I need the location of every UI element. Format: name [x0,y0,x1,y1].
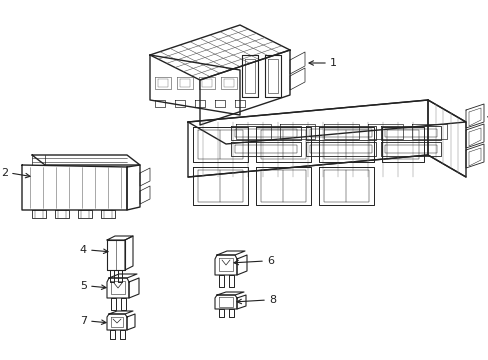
Text: 7: 7 [80,316,87,326]
Text: 4: 4 [80,245,87,255]
Text: 5: 5 [80,281,87,291]
Text: 6: 6 [266,256,273,266]
Text: 8: 8 [268,295,276,305]
Text: 1: 1 [329,58,336,68]
Text: 2: 2 [1,168,8,178]
